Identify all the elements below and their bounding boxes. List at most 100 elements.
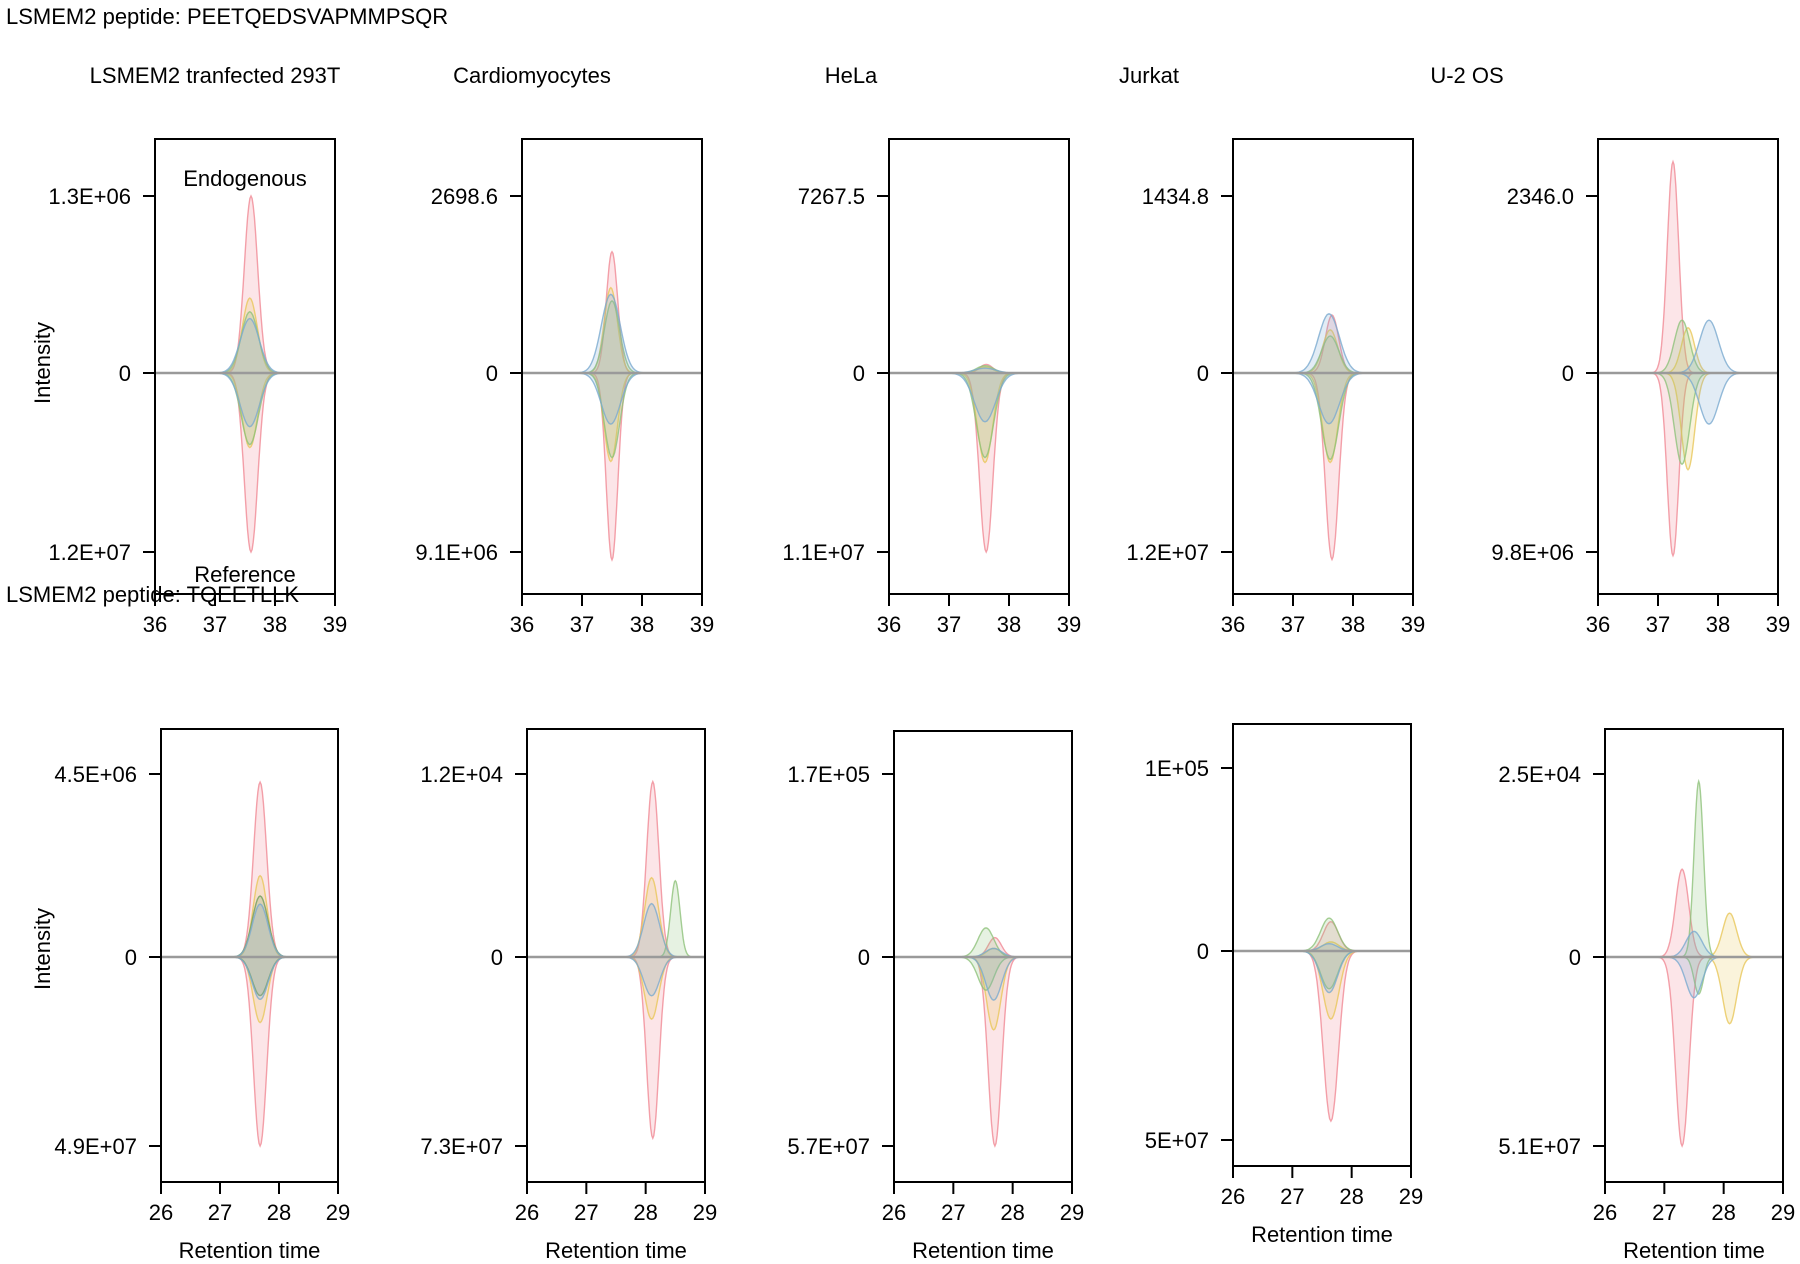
column-title-u2os: U-2 OS [1430, 63, 1504, 88]
x-tick-label: 39 [690, 612, 714, 637]
x-tick-label: 38 [630, 612, 654, 637]
y-tick-top-label: 2.5E+04 [1498, 762, 1581, 787]
y-tick-top-label: 1E+05 [1145, 756, 1209, 781]
y-tick-zero-label: 0 [1197, 361, 1209, 386]
x-tick-label: 36 [1221, 612, 1245, 637]
plot-frame [1232, 723, 1412, 1167]
reference-trace-blue [201, 372, 298, 428]
x-tick-label: 36 [1586, 612, 1610, 637]
x-tick-label: 27 [208, 1200, 232, 1225]
x-tick-label: 27 [941, 1200, 965, 1225]
x-tick-label: 39 [1057, 612, 1081, 637]
endogenous-trace-blue [220, 903, 301, 958]
x-tick-label: 37 [937, 612, 961, 637]
annotation-endogenous: Endogenous [183, 166, 307, 191]
x-tick-label: 39 [323, 612, 347, 637]
column-title-293t: LSMEM2 tranfected 293T [89, 63, 341, 88]
x-tick-label: 37 [203, 612, 227, 637]
column-title-hela: HeLa [824, 63, 878, 88]
x-tick-label: 29 [326, 1200, 350, 1225]
x-tick-label: 29 [693, 1200, 717, 1225]
x-tick-label: 39 [1401, 612, 1425, 637]
endogenous-trace-blue [562, 293, 659, 374]
x-tick-label: 28 [1711, 1200, 1735, 1225]
x-axis-label: Retention time [1623, 1238, 1765, 1263]
panel-0-3: 1434.8 0 1.2E+07 36 37 38 39 [1126, 138, 1425, 637]
x-tick-label: 36 [510, 612, 534, 637]
x-tick-label: 37 [1646, 612, 1670, 637]
plot-frame [888, 138, 1070, 595]
x-tick-label: 26 [149, 1200, 173, 1225]
x-tick-label: 26 [882, 1200, 906, 1225]
x-tick-label: 26 [1221, 1184, 1245, 1209]
y-tick-bottom-label: 4.9E+07 [54, 1134, 137, 1159]
x-axis-label: Retention time [1251, 1222, 1393, 1247]
x-tick-label: 37 [1281, 612, 1305, 637]
y-tick-zero-label: 0 [486, 361, 498, 386]
plot-frame [526, 728, 706, 1183]
panel-0-2: 7267.5 0 1.1E+07 36 37 38 39 [782, 138, 1081, 637]
y-axis-label: Intensity [30, 908, 55, 990]
reference-trace-blue [953, 956, 1034, 1001]
reference-trace-blue [932, 372, 1038, 423]
y-tick-zero-label: 0 [1197, 939, 1209, 964]
y-tick-top-label: 1.7E+05 [787, 762, 870, 787]
panel-0-0: 1.3E+06 0 1.2E+07 36 37 38 39 Endogenous Referen… [48, 138, 347, 637]
section-title-peptide-1: LSMEM2 peptide: PEETQEDSVAPMMPSQR [6, 4, 449, 29]
y-tick-top-label: 2698.6 [431, 184, 498, 209]
plot-frame [160, 728, 339, 1183]
y-tick-bottom-label: 5.7E+07 [787, 1134, 870, 1159]
y-tick-bottom-label: 9.1E+06 [415, 540, 498, 565]
x-tick-label: 28 [633, 1200, 657, 1225]
reference-trace-blue [611, 956, 692, 997]
x-tick-label: 27 [1280, 1184, 1304, 1209]
x-tick-label: 26 [515, 1200, 539, 1225]
x-tick-label: 29 [1771, 1200, 1795, 1225]
y-tick-bottom-label: 5E+07 [1145, 1128, 1209, 1153]
plot-frame [1597, 138, 1779, 595]
x-tick-label: 38 [1341, 612, 1365, 637]
x-tick-label: 36 [877, 612, 901, 637]
reference-trace-blue [220, 956, 301, 1001]
y-tick-zero-label: 0 [1569, 945, 1581, 970]
x-axis-label: Retention time [179, 1238, 321, 1263]
x-axis-label: Retention time [912, 1238, 1054, 1263]
plot-frame [521, 138, 703, 595]
reference-trace-blue [1276, 372, 1382, 425]
x-tick-label: 29 [1060, 1200, 1084, 1225]
y-tick-top-label: 2346.0 [1507, 184, 1574, 209]
x-tick-label: 27 [574, 1200, 598, 1225]
plot-frame [1232, 138, 1414, 595]
x-tick-label: 27 [1652, 1200, 1676, 1225]
panel-0-4: 2346.0 0 9.8E+06 36 37 38 39 [1491, 138, 1790, 637]
y-tick-top-label: 4.5E+06 [54, 762, 137, 787]
y-tick-zero-label: 0 [858, 945, 870, 970]
reference-trace-blue [1286, 950, 1372, 994]
y-tick-bottom-label: 1.1E+07 [782, 540, 865, 565]
y-tick-top-label: 1.2E+04 [420, 762, 503, 787]
y-tick-top-label: 1434.8 [1142, 184, 1209, 209]
column-title-cardiomyocytes: Cardiomyocytes [453, 63, 611, 88]
x-axis-label: Retention time [545, 1238, 687, 1263]
x-tick-label: 28 [1339, 1184, 1363, 1209]
x-tick-label: 38 [1706, 612, 1730, 637]
reference-trace-red [1648, 956, 1716, 1148]
x-tick-label: 29 [1399, 1184, 1423, 1209]
y-tick-zero-label: 0 [119, 361, 131, 386]
x-tick-label: 28 [267, 1200, 291, 1225]
plot-frame [1604, 728, 1784, 1183]
x-tick-label: 37 [570, 612, 594, 637]
y-tick-zero-label: 0 [125, 945, 137, 970]
y-tick-zero-label: 0 [853, 361, 865, 386]
reference-trace-blue [562, 372, 659, 425]
x-tick-label: 26 [1593, 1200, 1617, 1225]
endogenous-trace-blue [201, 317, 298, 374]
y-tick-bottom-label: 1.2E+07 [48, 540, 131, 565]
annotation-reference: Reference [194, 562, 296, 587]
x-tick-label: 36 [143, 612, 167, 637]
x-tick-label: 38 [263, 612, 287, 637]
